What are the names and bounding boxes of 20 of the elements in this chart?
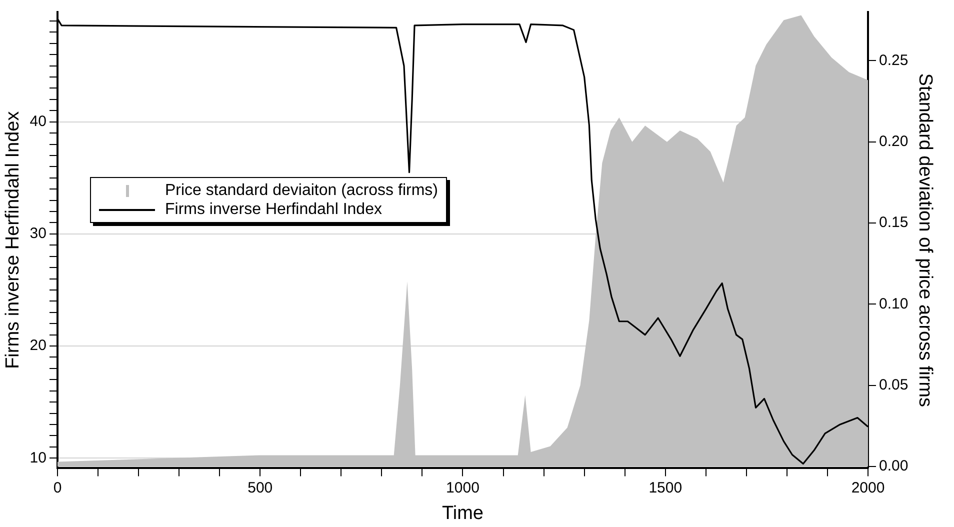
x-axis-title: Time <box>442 502 484 524</box>
legend-label: Price standard deviaiton (across firms) <box>165 181 438 200</box>
x-tick-label: 1000 <box>446 479 480 496</box>
y2-tick-label: 0.10 <box>879 295 908 312</box>
y2-tick-label: 0.05 <box>879 376 908 394</box>
y2-tick-label: 0.20 <box>879 133 908 150</box>
y-tick-label: 10 <box>30 449 46 466</box>
y2-tick-label: 0.00 <box>879 458 908 475</box>
y-tick-label: 30 <box>30 225 46 242</box>
x-tick-label: 500 <box>248 479 273 496</box>
y2-tick-label: 0.25 <box>879 52 908 69</box>
y-tick-label: 20 <box>30 337 46 354</box>
y2-tick-label: 0.15 <box>879 214 908 232</box>
y-tick-label: 40 <box>30 112 46 130</box>
x-tick-label: 0 <box>53 479 62 496</box>
y2-axis-title: Standard deviation of price across firms <box>914 73 936 407</box>
x-tick-label: 1500 <box>648 479 682 496</box>
legend-label: Firms inverse Herfindahl Index <box>165 200 382 219</box>
x-tick-label: 2000 <box>851 479 885 496</box>
y-axis-title: Firms inverse Herfindahl Index <box>2 110 24 369</box>
